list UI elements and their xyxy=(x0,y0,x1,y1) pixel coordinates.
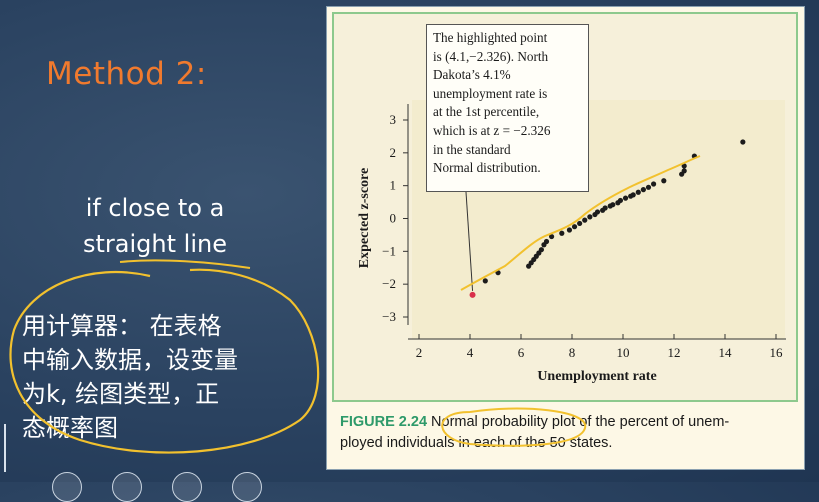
data-point xyxy=(577,220,583,227)
data-point xyxy=(571,224,578,230)
callout-line: The highlighted point xyxy=(433,30,548,45)
caption-text-2: ployed individuals in each of the 50 sta… xyxy=(340,435,613,451)
data-point xyxy=(740,139,746,145)
callout-pointer xyxy=(465,191,474,291)
callout-line: which is at z = −2.326 xyxy=(433,122,551,138)
highlight-callout: The highlighted point is (4.1,−2.326). N… xyxy=(426,24,589,192)
y-tick-label: 2 xyxy=(390,145,397,160)
y-tick-label: −2 xyxy=(382,276,396,291)
callout-line: in the standard xyxy=(433,141,511,157)
data-point xyxy=(610,202,616,208)
x-tick-label: 2 xyxy=(416,345,423,360)
data-point xyxy=(661,178,667,184)
nav-button[interactable] xyxy=(172,472,202,502)
data-point xyxy=(651,181,657,187)
data-point xyxy=(617,197,624,204)
caption-text-1: Normal probability plot of the percent o… xyxy=(431,414,730,430)
callout-line: unemployment rate is xyxy=(433,85,548,101)
data-point xyxy=(594,209,601,215)
x-tick-label: 14 xyxy=(719,345,733,360)
data-point xyxy=(538,247,545,253)
data-point xyxy=(602,205,608,211)
y-tick-label: 3 xyxy=(390,112,397,127)
data-point xyxy=(630,192,636,198)
data-point xyxy=(635,189,641,195)
hint-line-1: if close to a xyxy=(85,194,225,222)
x-tick-label: 16 xyxy=(770,345,784,360)
data-point xyxy=(681,168,687,174)
straight-line-hint: if close to a straight line xyxy=(60,190,250,262)
data-point xyxy=(482,278,488,284)
y-tick-label: −3 xyxy=(382,309,396,324)
nav-button[interactable] xyxy=(52,472,82,502)
callout-line: Dakota’s 4.1% xyxy=(433,67,511,83)
nav-button[interactable] xyxy=(112,472,142,502)
slide: Method 2: if close to a straight line 用计… xyxy=(4,6,805,502)
figure-caption: FIGURE 2.24 Normal probability plot of th… xyxy=(340,412,792,454)
left-edge-mark xyxy=(4,424,6,472)
data-point xyxy=(645,184,652,190)
figure-label: FIGURE 2.24 xyxy=(340,414,428,430)
x-tick-label: 8 xyxy=(569,345,576,360)
data-point xyxy=(640,187,647,193)
x-tick-label: 10 xyxy=(617,345,630,360)
y-tick-label: 0 xyxy=(390,211,397,226)
callout-line: Normal distribution. xyxy=(433,160,541,176)
callout-line: is (4.1,−2.326). North xyxy=(433,48,549,64)
x-tick-label: 6 xyxy=(518,345,525,360)
method-title: Method 2: xyxy=(46,56,207,92)
callout-line: at the 1st percentile, xyxy=(433,104,540,120)
data-point xyxy=(622,195,629,201)
y-axis-label: Expected z-score xyxy=(357,168,372,268)
data-point xyxy=(549,233,555,240)
caption-line-1: FIGURE 2.24 Normal probability plot of th… xyxy=(340,412,792,433)
nav-button[interactable] xyxy=(232,472,262,502)
data-point xyxy=(691,153,698,159)
x-tick-label: 4 xyxy=(467,345,474,360)
data-point xyxy=(543,238,550,245)
data-point xyxy=(559,230,565,236)
x-tick-label: 12 xyxy=(668,345,681,360)
data-point xyxy=(681,163,687,169)
hint-line-2: straight line xyxy=(83,230,227,258)
data-point xyxy=(566,227,573,233)
data-point xyxy=(582,217,588,223)
highlighted-point xyxy=(469,291,476,298)
y-tick-label: 1 xyxy=(390,178,397,193)
data-point xyxy=(495,270,501,276)
x-axis-label: Unemployment rate xyxy=(537,369,656,384)
data-point xyxy=(587,214,593,220)
y-tick-label: −1 xyxy=(382,243,396,258)
